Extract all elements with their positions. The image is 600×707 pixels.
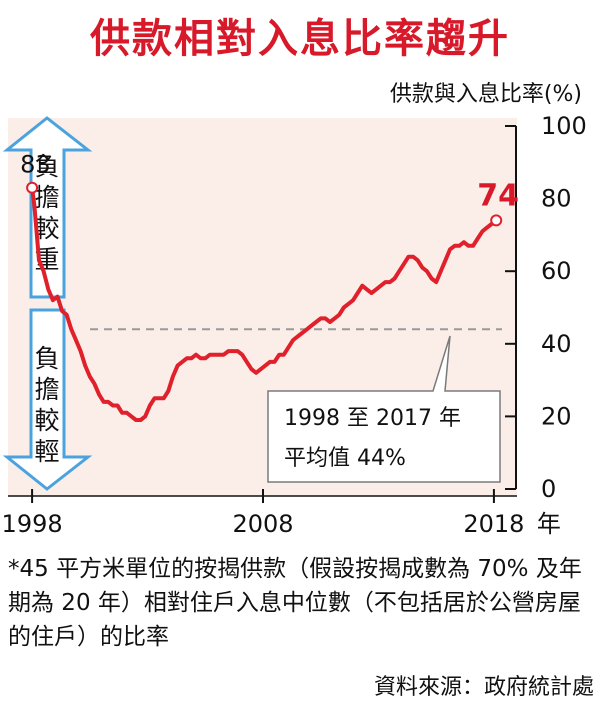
average-note-line2: 平均值 44% bbox=[284, 446, 406, 471]
svg-text:負: 負 bbox=[34, 152, 59, 181]
source-note: 資料來源：政府統計處 bbox=[373, 675, 594, 700]
y-axis-label: 供款與入息比率(%) bbox=[390, 82, 582, 107]
footnote: *45 平方米單位的按揭供款（假設按揭成數為 70% 及年期為 20 年）相對住… bbox=[8, 556, 582, 650]
svg-text:擔: 擔 bbox=[34, 183, 59, 212]
x-tick-label: 2018 bbox=[463, 510, 524, 538]
average-note-line1: 1998 至 2017 年 bbox=[284, 406, 461, 431]
svg-text:負: 負 bbox=[34, 344, 59, 373]
start-point-marker bbox=[26, 181, 39, 194]
y-tick-label: 100 bbox=[541, 112, 587, 140]
y-tick-label: 60 bbox=[541, 257, 572, 285]
burden-lighter-arrow bbox=[2, 308, 93, 491]
y-tick-label: 20 bbox=[541, 402, 572, 430]
x-tick-label: 1998 bbox=[2, 510, 63, 538]
average-callout: 1998 至 2017 年 平均值 44% bbox=[267, 335, 501, 483]
x-axis-ticks: 1998 2008 2018 年 bbox=[2, 489, 561, 538]
end-point-marker bbox=[490, 214, 503, 227]
svg-text:擔: 擔 bbox=[34, 375, 59, 404]
chart-title: 供款相對入息比率趨升 bbox=[90, 16, 510, 62]
svg-text:較: 較 bbox=[34, 406, 59, 435]
y-axis-ticks: 0 20 40 60 80 100 bbox=[505, 112, 587, 503]
start-value-label: 83 bbox=[20, 151, 51, 179]
y-tick-label: 0 bbox=[541, 475, 556, 503]
end-value-label: 74 bbox=[477, 178, 519, 213]
burden-heavier-arrow bbox=[2, 116, 93, 299]
y-tick-label: 40 bbox=[541, 330, 572, 358]
x-axis-unit: 年 bbox=[537, 510, 561, 538]
ratio-series-line bbox=[30, 185, 499, 422]
x-tick-label: 2008 bbox=[232, 510, 293, 538]
y-tick-label: 80 bbox=[541, 185, 572, 213]
svg-text:輕: 輕 bbox=[34, 437, 59, 466]
